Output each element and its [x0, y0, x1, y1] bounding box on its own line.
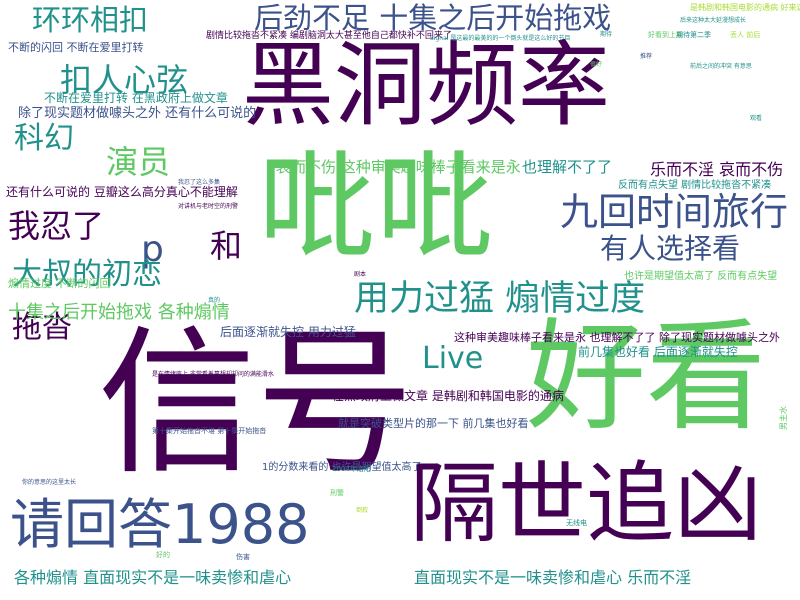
cloud-word: 对讲机与老时空的刑警 [178, 203, 239, 210]
cloud-word: 好的 [156, 551, 170, 559]
cloud-word: 好看 [526, 308, 766, 447]
cloud-word: 是在情绪废上 非常看着蔓想却却问的满能滑水 [152, 371, 274, 378]
cloud-word: 2004年洛阳 [332, 465, 371, 473]
cloud-word: 丢人 前后 [730, 31, 761, 39]
cloud-word: 1的分数来看的 也许是期望值太高了 [262, 462, 422, 473]
cloud-word: 请回答1988 [10, 493, 310, 556]
cloud-word: 隔世追凶 [410, 452, 763, 555]
cloud-word: 也许是期望值太高了 反而有点失望 [624, 271, 778, 282]
cloud-word: 各种煽情 直面现实不是一味卖惨和虐心 [14, 568, 292, 587]
cloud-word: 伤害 [236, 553, 250, 561]
cloud-word: Live [422, 341, 484, 376]
cloud-word: 直面现实不是一味卖惨和虐心 乐而不淫 [414, 568, 692, 587]
cloud-word: 就是突破类型片的那一下 前几集也好看 [338, 417, 529, 430]
cloud-word: p [141, 229, 164, 270]
cloud-word: 这种审美趣味棒子看来是永 也理解不了了 除了现实题材做噱头之外 [454, 331, 780, 344]
cloud-word: 刑警 [330, 489, 344, 497]
cloud-word: 除了现实题材做噱头之外 还有什么可说的 [18, 106, 257, 121]
cloud-word: 推荐 [640, 53, 653, 60]
cloud-word: 演员 [106, 143, 171, 181]
cloud-word: 用力过猛 煽情过度 [354, 279, 646, 319]
cloud-word: 倒叙 [356, 507, 369, 514]
cloud-word: 大叔的初恋 [12, 257, 162, 292]
cloud-word: 黑洞频率 [242, 32, 611, 139]
cloud-word: 观看 [750, 115, 763, 122]
cloud-word: 拖沓 [12, 310, 72, 345]
cloud-word: 煽情过度 不断的闪回 [8, 277, 111, 290]
cloud-word: 信号 [98, 312, 414, 496]
cloud-word: 前几集也好看 后面逐渐就失控 [578, 345, 738, 359]
cloud-word: 我忍了 [8, 207, 105, 245]
cloud-word: 我忍了这么多集 [178, 179, 221, 186]
cloud-word: 第十集开始拖沓不堪 第十集开始拖沓 [152, 427, 267, 435]
cloud-word: 后劲不足 十集之后开始拖戏 [254, 1, 612, 35]
cloud-word: 期待 [600, 31, 613, 38]
cloud-word: 无线电 [566, 519, 587, 527]
cloud-word: 吡吡 [258, 138, 495, 276]
cloud-word: 男主水 [779, 406, 788, 430]
cloud-word: 期待第二季 [676, 31, 711, 39]
cloud-word: 十集之后开始拖戏 各种煽情 [8, 302, 230, 323]
cloud-word: 也理解不了了 [522, 158, 613, 176]
cloud-word: 剧本 [354, 271, 367, 278]
cloud-word: 九回时间旅行 [560, 190, 789, 234]
cloud-word: 是韩剧和韩国电影的通病 好来这 [690, 3, 800, 12]
cloud-word: 后面逐渐就失控 用力过猛 [220, 325, 356, 339]
cloud-word: 剧情比较拖沓不紧凑 编剧脑洞太大甚至他自己都快补不回来了 [206, 31, 452, 41]
cloud-word: 真的 [208, 297, 221, 304]
cloud-word: Signal 是这最的最美的的一个倒头就是这么好的节目 [430, 35, 571, 42]
cloud-word: 在黑政府上做文章 是韩剧和韩国电影的通病 [332, 389, 564, 403]
cloud-word: 扣人心弦 [60, 61, 189, 99]
cloud-word: 不断在爱里打转 在黑政府上做文章 [44, 91, 228, 105]
cloud-word: 后来这种太大延漫想成长 [680, 17, 747, 24]
cloud-word: 乐而不淫 哀而不伤 [650, 160, 784, 179]
cloud-word: 哀而不伤 这种审美趣味棒子看来是永 [276, 158, 521, 176]
cloud-word: 不断的闪回 不断在爱里打转 [8, 41, 144, 54]
cloud-word: 和 [210, 227, 243, 265]
cloud-word: 你的意思的这里太长 [22, 479, 77, 486]
cloud-word: 好看到上周 [648, 31, 683, 39]
cloud-word: 前后之间的冲突 有意思 [690, 63, 752, 70]
cloud-word: 很好 [590, 61, 603, 68]
cloud-word: 还有什么可说的 豆瓣这么高分真心不能理解 [6, 185, 238, 199]
cloud-word: 反而有点失望 剧情比较拖沓不紧凑 [618, 180, 772, 191]
cloud-word: 环环相扣 [32, 3, 149, 37]
cloud-word: 科幻 [14, 121, 74, 156]
cloud-word: 有人选择看 [600, 232, 741, 265]
